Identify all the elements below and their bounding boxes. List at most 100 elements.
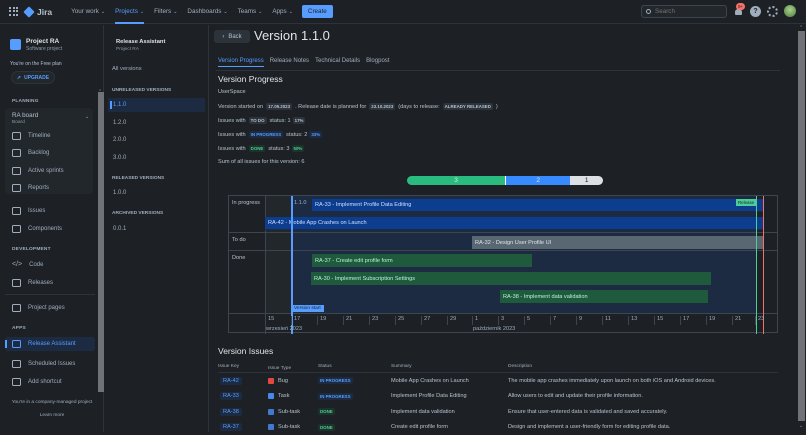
archived-header: ARCHIVED VERSIONS (112, 211, 163, 216)
todo-status-chip: TO DO (249, 117, 267, 124)
nav-dashboards[interactable]: Dashboards⌄ (182, 0, 232, 24)
version-dates: Version started on 17.09.2023 . Release … (218, 103, 498, 110)
page-title: Version 1.1.0 (254, 28, 330, 43)
axis-tick: 11 (602, 316, 611, 325)
version-label: 1.2.0 (113, 120, 126, 126)
app-switcher-icon[interactable] (9, 7, 19, 17)
board-title[interactable]: RA board (12, 112, 38, 119)
timeline-axis: 15 17 19 21 23 25 27 29 1 3 5 7 9 11 13 … (229, 314, 777, 334)
learn-more-link[interactable]: Learn more (0, 413, 104, 418)
nav-apps[interactable]: Apps⌄ (267, 0, 298, 24)
progress-segment-in-progress: 2 (505, 176, 570, 185)
project-type: Software project (26, 46, 62, 52)
tab-blogpost[interactable]: Blogpost (366, 58, 389, 67)
search-box[interactable] (641, 5, 727, 18)
primary-nav: Your work⌄ Projects⌄ Filters⌄ Dashboards… (66, 0, 333, 24)
back-label: Back (228, 34, 241, 40)
create-button[interactable]: Create (302, 5, 333, 18)
axis-tick: 1 (472, 316, 478, 325)
version-item-1-2-0[interactable]: 1.2.0 (108, 116, 205, 130)
subtask-icon (268, 409, 274, 415)
gantt-bar-ra-42[interactable]: RA-42 - Mobile App Crashes on Launch (265, 217, 763, 230)
status-badge: IN PROGRESS (318, 393, 353, 400)
sidebar-item-code[interactable]: </>Code (12, 258, 94, 272)
gantt-bar-ra-32[interactable]: RA-32 - Design User Profile UI (472, 236, 763, 249)
issues-with-text: Issues with (218, 118, 246, 124)
nav-your-work[interactable]: Your work⌄ (66, 0, 110, 24)
scroll-down-icon[interactable]: ⌄ (799, 423, 803, 429)
header-issue-key: Issue Key (218, 364, 268, 372)
inprogress-count: 2 (304, 132, 307, 138)
version-item-3-0-0[interactable]: 3.0.0 (108, 151, 205, 165)
axis-tick: 23 (755, 316, 764, 325)
issue-key-link[interactable]: RA-33 (220, 392, 242, 400)
version-label: 0.0.1 (113, 226, 126, 232)
sidebar-item-reports[interactable]: Reports (12, 181, 94, 195)
status-word: status: (270, 118, 286, 124)
progress-segment-done: 3 (407, 176, 505, 185)
project-header[interactable]: Project RA Software project (10, 38, 62, 52)
chevron-down-icon[interactable]: ⌄ (85, 114, 89, 120)
page-scrollbar[interactable] (798, 31, 805, 421)
sidebar-item-releases[interactable]: Releases (12, 276, 94, 290)
add-shortcut-icon (12, 378, 21, 386)
axis-tick: 17 (680, 316, 689, 325)
search-input[interactable] (655, 8, 725, 15)
sidebar-item-release-assistant[interactable]: Release Assistant (5, 337, 95, 351)
tab-version-progress[interactable]: Version Progress (218, 58, 264, 67)
version-item-1-0-0[interactable]: 1.0.0 (108, 186, 205, 200)
axis-tick: 5 (524, 316, 530, 325)
product-name: Jira (37, 7, 52, 17)
issue-key-link[interactable]: RA-37 (220, 423, 242, 431)
axis-month-label: wrzesień 2023 (266, 326, 302, 332)
panel-subtitle: Project RA (116, 47, 139, 52)
sidebar-item-add-shortcut[interactable]: Add shortcut (12, 375, 94, 389)
axis-tick: 13 (628, 316, 637, 325)
status-word: status: (268, 146, 284, 152)
upgrade-button[interactable]: ➚UPGRADE (11, 71, 55, 84)
project-icon (10, 39, 21, 50)
reports-icon (12, 184, 21, 192)
pages-icon (12, 304, 21, 312)
sidebar-item-timeline[interactable]: Timeline (12, 129, 94, 143)
sidebar-item-active-sprints[interactable]: Active sprints (12, 164, 94, 178)
releases-icon (12, 279, 21, 287)
nav-projects[interactable]: Projects⌄ (110, 0, 149, 24)
version-item-0-0-1[interactable]: 0.0.1 (108, 222, 205, 236)
gantt-bar-ra-33[interactable]: RA-33 - Implement Profile Data Editing (312, 199, 763, 212)
issue-key-link[interactable]: RA-42 (220, 377, 242, 385)
avatar[interactable] (784, 5, 796, 17)
nav-label: Projects (115, 8, 138, 15)
nav-filters[interactable]: Filters⌄ (149, 0, 182, 24)
version-item-2-0-0[interactable]: 2.0.0 (108, 133, 205, 147)
gantt-bar-ra-30[interactable]: RA-30 - Implement Subscription Settings (311, 272, 711, 285)
gantt-bar-ra-37[interactable]: RA-37 - Create edit profile form (312, 254, 532, 267)
sidebar-item-backlog[interactable]: Backlog (12, 146, 94, 160)
tab-release-notes[interactable]: Release Notes (270, 58, 309, 67)
back-button[interactable]: ‹Back (214, 30, 250, 43)
started-prefix: Version started on (218, 104, 263, 110)
jira-logo[interactable]: Jira (25, 7, 52, 17)
shield-icon (12, 340, 21, 348)
version-label: 3.0.0 (113, 155, 126, 161)
tab-technical-details[interactable]: Technical Details (315, 58, 360, 67)
sidebar-item-scheduled-issues[interactable]: Scheduled Issues (12, 357, 94, 371)
help-icon[interactable]: ? (750, 6, 761, 17)
sidebar-scrollbar[interactable] (98, 92, 104, 392)
axis-tick: 21 (732, 316, 741, 325)
table-header: Issue Key Issue Type Status Summary Desc… (218, 364, 778, 373)
sidebar-item-components[interactable]: Components (12, 222, 94, 236)
issue-summary: Implement Profile Data Editing (391, 393, 508, 399)
axis-tick: 19 (706, 316, 715, 325)
gear-icon[interactable] (767, 6, 778, 17)
version-item-1-1-0[interactable]: 1.1.0 (108, 98, 205, 112)
issue-key-link[interactable]: RA-38 (220, 408, 242, 416)
apps-header: APPS (12, 326, 26, 331)
row-label: To do (232, 237, 246, 243)
nav-teams[interactable]: Teams⌄ (233, 0, 268, 24)
sidebar-item-issues[interactable]: Issues (12, 204, 94, 218)
gantt-bar-ra-38[interactable]: RA-38 - Implement data validation (500, 290, 708, 303)
all-versions-link[interactable]: All versions (112, 66, 142, 72)
sidebar-item-project-pages[interactable]: Project pages (12, 301, 94, 315)
nav-label: Filters (154, 8, 171, 15)
